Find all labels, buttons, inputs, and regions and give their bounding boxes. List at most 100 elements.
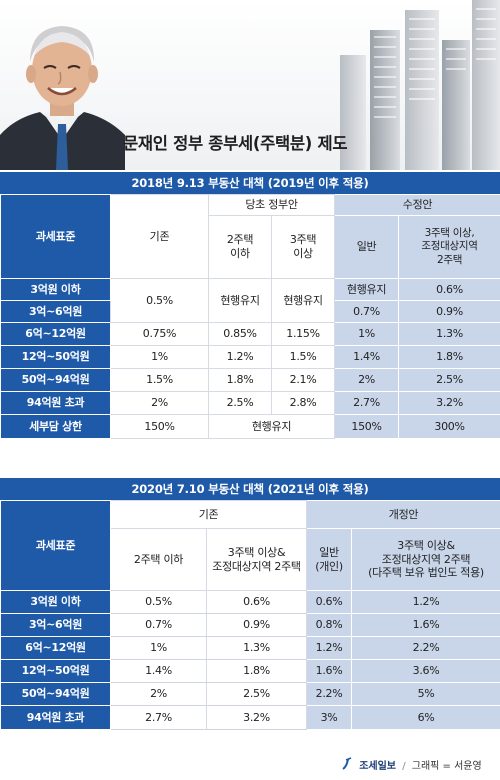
cell-amended-b: 1.2% — [351, 590, 500, 614]
col-revised-multi-home: 3주택 이상, 조정대상지역 2주택 — [398, 215, 500, 279]
cell-amended-b: 1.6% — [351, 613, 500, 637]
cell-amended-a: 0.6% — [306, 590, 353, 614]
cell-existing-a: 2.7% — [110, 705, 207, 730]
row-header: 과세표준 — [0, 194, 111, 279]
table-row: 3억원 이하 0.5% 현행유지 현행유지 현행유지 0.6% — [0, 278, 500, 323]
cell-existing-a: 2% — [110, 682, 207, 706]
cell-existing: 150% — [110, 414, 209, 439]
cell-existing: 2% — [110, 391, 209, 415]
table-row: 94억원 초과 2.7% 3.2% 3% 6% — [0, 705, 500, 730]
cell-initial-a: 1.8% — [208, 368, 272, 392]
row-label: 50억~94억원 — [0, 682, 111, 706]
cell-revised-b: 300% — [398, 414, 500, 439]
row-label: 3억~6억원 — [0, 300, 111, 323]
cell-existing: 0.75% — [110, 322, 209, 346]
col-revised-general: 일반 — [334, 215, 400, 279]
row-label: 6억~12억원 — [0, 636, 111, 660]
cell-revised-b: 3.2% — [398, 391, 500, 415]
col-existing-multi-home: 3주택 이상& 조정대상지역 2주택 — [205, 528, 308, 591]
footer-separator: / — [402, 761, 406, 772]
publisher-name: 조세일보 — [359, 761, 396, 772]
row-label: 94억원 초과 — [0, 705, 111, 730]
cell-initial-b: 1.15% — [270, 322, 336, 346]
portrait-photo — [0, 26, 125, 170]
cell-initial-b: 2.1% — [270, 368, 336, 392]
graphic-credit: 그래픽 = 서윤영 — [411, 761, 482, 772]
table-row: 3억~6억원 0.7% 0.9% 0.8% 1.6% — [0, 613, 500, 637]
cell-initial-a: 2.5% — [208, 391, 272, 415]
cell-revised-b: 0.6% — [398, 278, 500, 301]
table-row: 12억~50억원 1.4% 1.8% 1.6% 3.6% — [0, 659, 500, 683]
publisher-logo-icon — [342, 757, 352, 770]
cell-existing-b: 1.3% — [205, 636, 308, 660]
row-header: 과세표준 — [0, 500, 111, 591]
cell-amended-b: 2.2% — [351, 636, 500, 660]
col-amended-multi-home: 3주택 이상& 조정대상지역 2주택 (다주택 보유 법인도 적용) — [351, 528, 500, 591]
cell-existing-a: 1% — [110, 636, 207, 660]
col-existing: 기존 — [109, 500, 308, 529]
cell-initial-a: 0.85% — [208, 322, 272, 346]
cell-existing: 1.5% — [110, 368, 209, 392]
table-2018-measures: 과세표준 기존 당초 정부안 수정안 2주택 이하 3주택 이상 일반 3주택 … — [0, 194, 500, 439]
col-amended-general: 일반 (개인) — [306, 528, 353, 591]
table-row: 12억~50억원 1% 1.2% 1.5% 1.4% 1.8% — [0, 345, 500, 369]
cell-revised-a: 1% — [334, 322, 400, 346]
cell-initial-a: 현행유지 — [208, 278, 272, 323]
cell-amended-a: 2.2% — [306, 682, 353, 706]
row-label: 12억~50억원 — [0, 345, 111, 369]
col-initial-plan: 당초 정부안 — [207, 194, 336, 216]
col-amended-plan: 개정안 — [306, 500, 500, 529]
col-existing-two-or-less: 2주택 이하 — [110, 528, 207, 591]
cell-revised-a: 현행유지 — [334, 278, 400, 301]
section2-banner: 2020년 7.10 부동산 대책 (2021년 이후 적용) — [0, 478, 500, 500]
cell-existing-b: 1.8% — [205, 659, 308, 683]
row-label: 세부담 상한 — [0, 414, 111, 439]
table-row: 94억원 초과 2% 2.5% 2.8% 2.7% 3.2% — [0, 391, 500, 415]
col-initial-two-or-less: 2주택 이하 — [208, 215, 272, 279]
cell-amended-b: 6% — [351, 705, 500, 730]
cell-amended-a: 1.2% — [306, 636, 353, 660]
cell-initial-merged: 현행유지 — [207, 414, 336, 439]
table-row: 6억~12억원 0.75% 0.85% 1.15% 1% 1.3% — [0, 322, 500, 346]
cell-existing-b: 0.6% — [205, 590, 308, 614]
cell-revised-b: 2.5% — [398, 368, 500, 392]
cell-initial-a: 1.2% — [208, 345, 272, 369]
table-row: 3억원 이하 0.5% 0.6% 0.6% 1.2% — [0, 590, 500, 614]
row-label: 3억원 이하 — [0, 278, 111, 301]
cell-existing: 1% — [110, 345, 209, 369]
cell-revised-a: 0.7% — [334, 300, 400, 323]
header: 문재인 정부 종부세(주택분) 제도 — [0, 0, 500, 170]
table-row: 6억~12억원 1% 1.3% 1.2% 2.2% — [0, 636, 500, 660]
cell-amended-a: 0.8% — [306, 613, 353, 637]
cell-amended-a: 3% — [306, 705, 353, 730]
footer-credit: 조세일보 / 그래픽 = 서윤영 — [340, 757, 482, 772]
cell-initial-b: 1.5% — [270, 345, 336, 369]
cell-existing-b: 3.2% — [205, 705, 308, 730]
cell-revised-b: 0.9% — [398, 300, 500, 323]
cell-existing-a: 0.5% — [110, 590, 207, 614]
cell-revised-a: 2% — [334, 368, 400, 392]
cell-amended-b: 3.6% — [351, 659, 500, 683]
row-label: 3억~6억원 — [0, 613, 111, 637]
cell-revised-b: 1.3% — [398, 322, 500, 346]
cell-revised-a: 150% — [334, 414, 400, 439]
table-row: 3억~6억원 0.7% 0.9% — [0, 300, 500, 323]
cell-revised-b: 1.8% — [398, 345, 500, 369]
apartment-buildings-image — [340, 0, 500, 170]
cell-amended-b: 5% — [351, 682, 500, 706]
cell-existing: 0.5% — [110, 278, 209, 323]
row-label: 12억~50억원 — [0, 659, 111, 683]
cell-initial-b: 현행유지 — [270, 278, 336, 323]
table-row: 50억~94억원 2% 2.5% 2.2% 5% — [0, 682, 500, 706]
cell-existing-b: 0.9% — [205, 613, 308, 637]
row-label: 3억원 이하 — [0, 590, 111, 614]
cell-existing-b: 2.5% — [205, 682, 308, 706]
cell-revised-a: 1.4% — [334, 345, 400, 369]
cell-amended-a: 1.6% — [306, 659, 353, 683]
row-label: 6억~12억원 — [0, 322, 111, 346]
col-initial-three-or-more: 3주택 이상 — [270, 215, 336, 279]
col-existing: 기존 — [110, 194, 209, 279]
row-label: 94억원 초과 — [0, 391, 111, 415]
page-title: 문재인 정부 종부세(주택분) 제도 — [123, 134, 348, 153]
table-row: 세부담 상한 150% 현행유지 150% 300% — [0, 414, 500, 439]
